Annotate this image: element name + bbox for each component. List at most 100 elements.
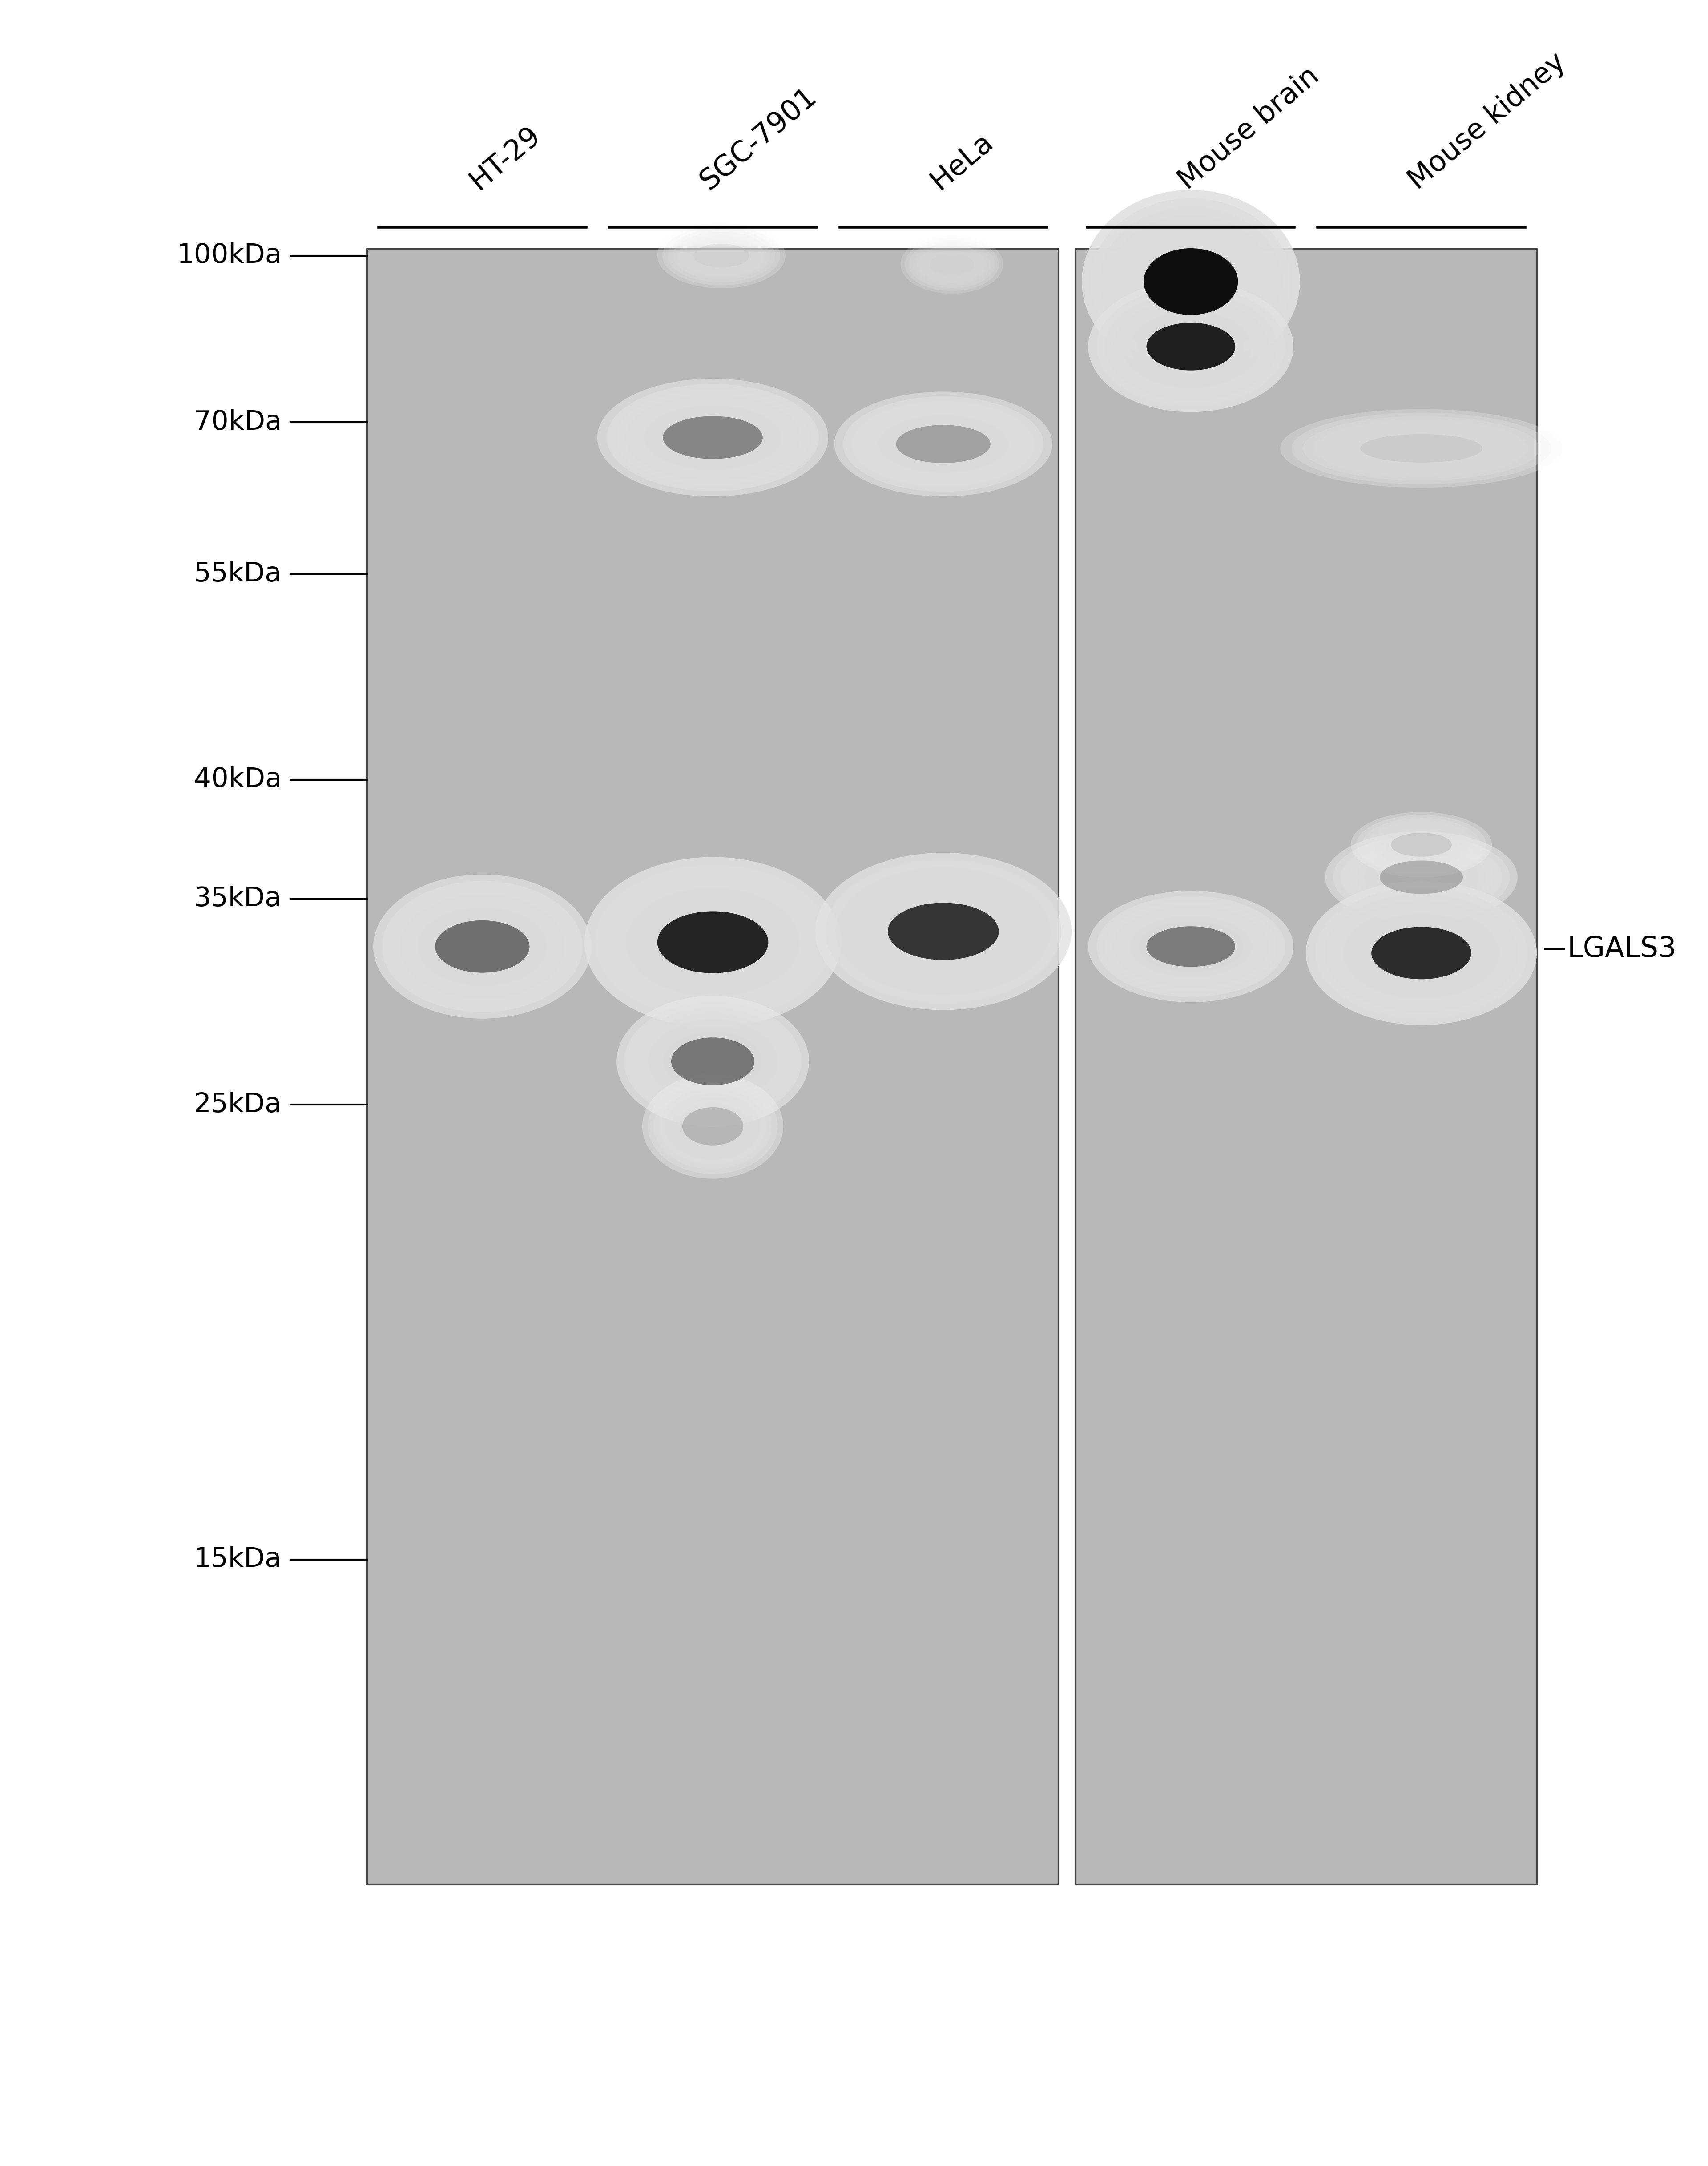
Ellipse shape bbox=[1129, 312, 1252, 381]
Ellipse shape bbox=[383, 882, 582, 1012]
Text: Mouse brain: Mouse brain bbox=[1173, 63, 1324, 195]
Ellipse shape bbox=[917, 245, 987, 284]
Ellipse shape bbox=[606, 383, 818, 492]
Ellipse shape bbox=[1146, 927, 1235, 966]
Ellipse shape bbox=[642, 1074, 784, 1178]
Ellipse shape bbox=[921, 249, 982, 279]
Ellipse shape bbox=[897, 425, 991, 464]
Ellipse shape bbox=[678, 234, 765, 277]
Ellipse shape bbox=[1325, 832, 1517, 923]
Ellipse shape bbox=[1138, 316, 1243, 377]
Ellipse shape bbox=[374, 875, 591, 1018]
Ellipse shape bbox=[632, 1007, 794, 1115]
Ellipse shape bbox=[1351, 812, 1491, 877]
Ellipse shape bbox=[400, 895, 565, 999]
Ellipse shape bbox=[584, 858, 840, 1027]
Ellipse shape bbox=[1341, 840, 1501, 914]
Ellipse shape bbox=[1105, 292, 1278, 401]
Text: HT-29: HT-29 bbox=[465, 121, 545, 195]
Ellipse shape bbox=[857, 882, 1030, 981]
Ellipse shape bbox=[1380, 860, 1464, 895]
Ellipse shape bbox=[1303, 416, 1539, 481]
Ellipse shape bbox=[1126, 232, 1255, 331]
Ellipse shape bbox=[640, 1014, 786, 1109]
Ellipse shape bbox=[1091, 199, 1291, 366]
Text: 25kDa: 25kDa bbox=[193, 1092, 282, 1118]
Ellipse shape bbox=[861, 405, 1027, 483]
Ellipse shape bbox=[878, 897, 1009, 966]
Ellipse shape bbox=[1117, 223, 1264, 340]
Ellipse shape bbox=[1365, 851, 1479, 903]
Ellipse shape bbox=[436, 921, 529, 973]
Ellipse shape bbox=[1372, 927, 1471, 979]
Text: 15kDa: 15kDa bbox=[193, 1547, 282, 1573]
Ellipse shape bbox=[408, 901, 557, 992]
Ellipse shape bbox=[1349, 845, 1494, 910]
Ellipse shape bbox=[671, 1098, 755, 1154]
Ellipse shape bbox=[886, 420, 999, 468]
Ellipse shape bbox=[635, 401, 791, 474]
Ellipse shape bbox=[929, 253, 974, 275]
Ellipse shape bbox=[1363, 819, 1481, 871]
Ellipse shape bbox=[1356, 849, 1486, 905]
Ellipse shape bbox=[625, 1001, 801, 1122]
Ellipse shape bbox=[676, 1102, 750, 1150]
Ellipse shape bbox=[1325, 422, 1517, 474]
Text: 70kDa: 70kDa bbox=[193, 409, 282, 435]
Ellipse shape bbox=[1129, 916, 1252, 977]
Ellipse shape bbox=[900, 234, 1003, 295]
Ellipse shape bbox=[663, 1031, 762, 1092]
Ellipse shape bbox=[1114, 905, 1269, 988]
Ellipse shape bbox=[659, 1087, 767, 1165]
Ellipse shape bbox=[658, 912, 769, 973]
Ellipse shape bbox=[663, 225, 781, 286]
Ellipse shape bbox=[914, 243, 991, 286]
Ellipse shape bbox=[1138, 921, 1243, 973]
Ellipse shape bbox=[681, 1107, 743, 1146]
Bar bbox=[367, 249, 1059, 1884]
Ellipse shape bbox=[615, 879, 810, 1005]
Ellipse shape bbox=[391, 888, 574, 1005]
Ellipse shape bbox=[1114, 299, 1269, 394]
Text: 55kDa: 55kDa bbox=[193, 561, 282, 587]
Text: Mouse kidney: Mouse kidney bbox=[1404, 48, 1571, 195]
Ellipse shape bbox=[654, 1083, 772, 1170]
Ellipse shape bbox=[1105, 901, 1278, 992]
Ellipse shape bbox=[1088, 282, 1293, 412]
Ellipse shape bbox=[835, 866, 1050, 996]
Ellipse shape bbox=[683, 238, 760, 273]
Ellipse shape bbox=[815, 853, 1071, 1009]
Ellipse shape bbox=[1097, 288, 1284, 407]
Ellipse shape bbox=[427, 914, 538, 979]
Ellipse shape bbox=[1122, 305, 1261, 388]
Ellipse shape bbox=[664, 1094, 760, 1159]
Text: HeLa: HeLa bbox=[926, 128, 999, 195]
Ellipse shape bbox=[693, 245, 750, 269]
Ellipse shape bbox=[834, 392, 1052, 496]
Ellipse shape bbox=[644, 405, 782, 470]
Text: 35kDa: 35kDa bbox=[193, 886, 282, 912]
Ellipse shape bbox=[627, 888, 799, 996]
Ellipse shape bbox=[869, 412, 1016, 477]
Ellipse shape bbox=[647, 1079, 777, 1174]
Ellipse shape bbox=[1353, 914, 1489, 992]
Ellipse shape bbox=[663, 416, 763, 459]
Ellipse shape bbox=[1291, 412, 1551, 483]
Ellipse shape bbox=[654, 412, 772, 464]
Ellipse shape bbox=[905, 238, 999, 290]
Ellipse shape bbox=[825, 860, 1061, 1003]
Ellipse shape bbox=[594, 864, 830, 1020]
Ellipse shape bbox=[1380, 827, 1464, 862]
Ellipse shape bbox=[845, 875, 1040, 988]
Text: SGC-7901: SGC-7901 bbox=[695, 82, 822, 195]
Ellipse shape bbox=[1334, 901, 1508, 1005]
Ellipse shape bbox=[1281, 409, 1563, 487]
Ellipse shape bbox=[1315, 420, 1529, 477]
Ellipse shape bbox=[1134, 240, 1247, 323]
Ellipse shape bbox=[637, 897, 789, 988]
Ellipse shape bbox=[1360, 433, 1483, 464]
Ellipse shape bbox=[1100, 206, 1283, 357]
Bar bbox=[1076, 249, 1537, 1884]
Ellipse shape bbox=[1097, 897, 1284, 996]
Ellipse shape bbox=[1146, 323, 1235, 370]
